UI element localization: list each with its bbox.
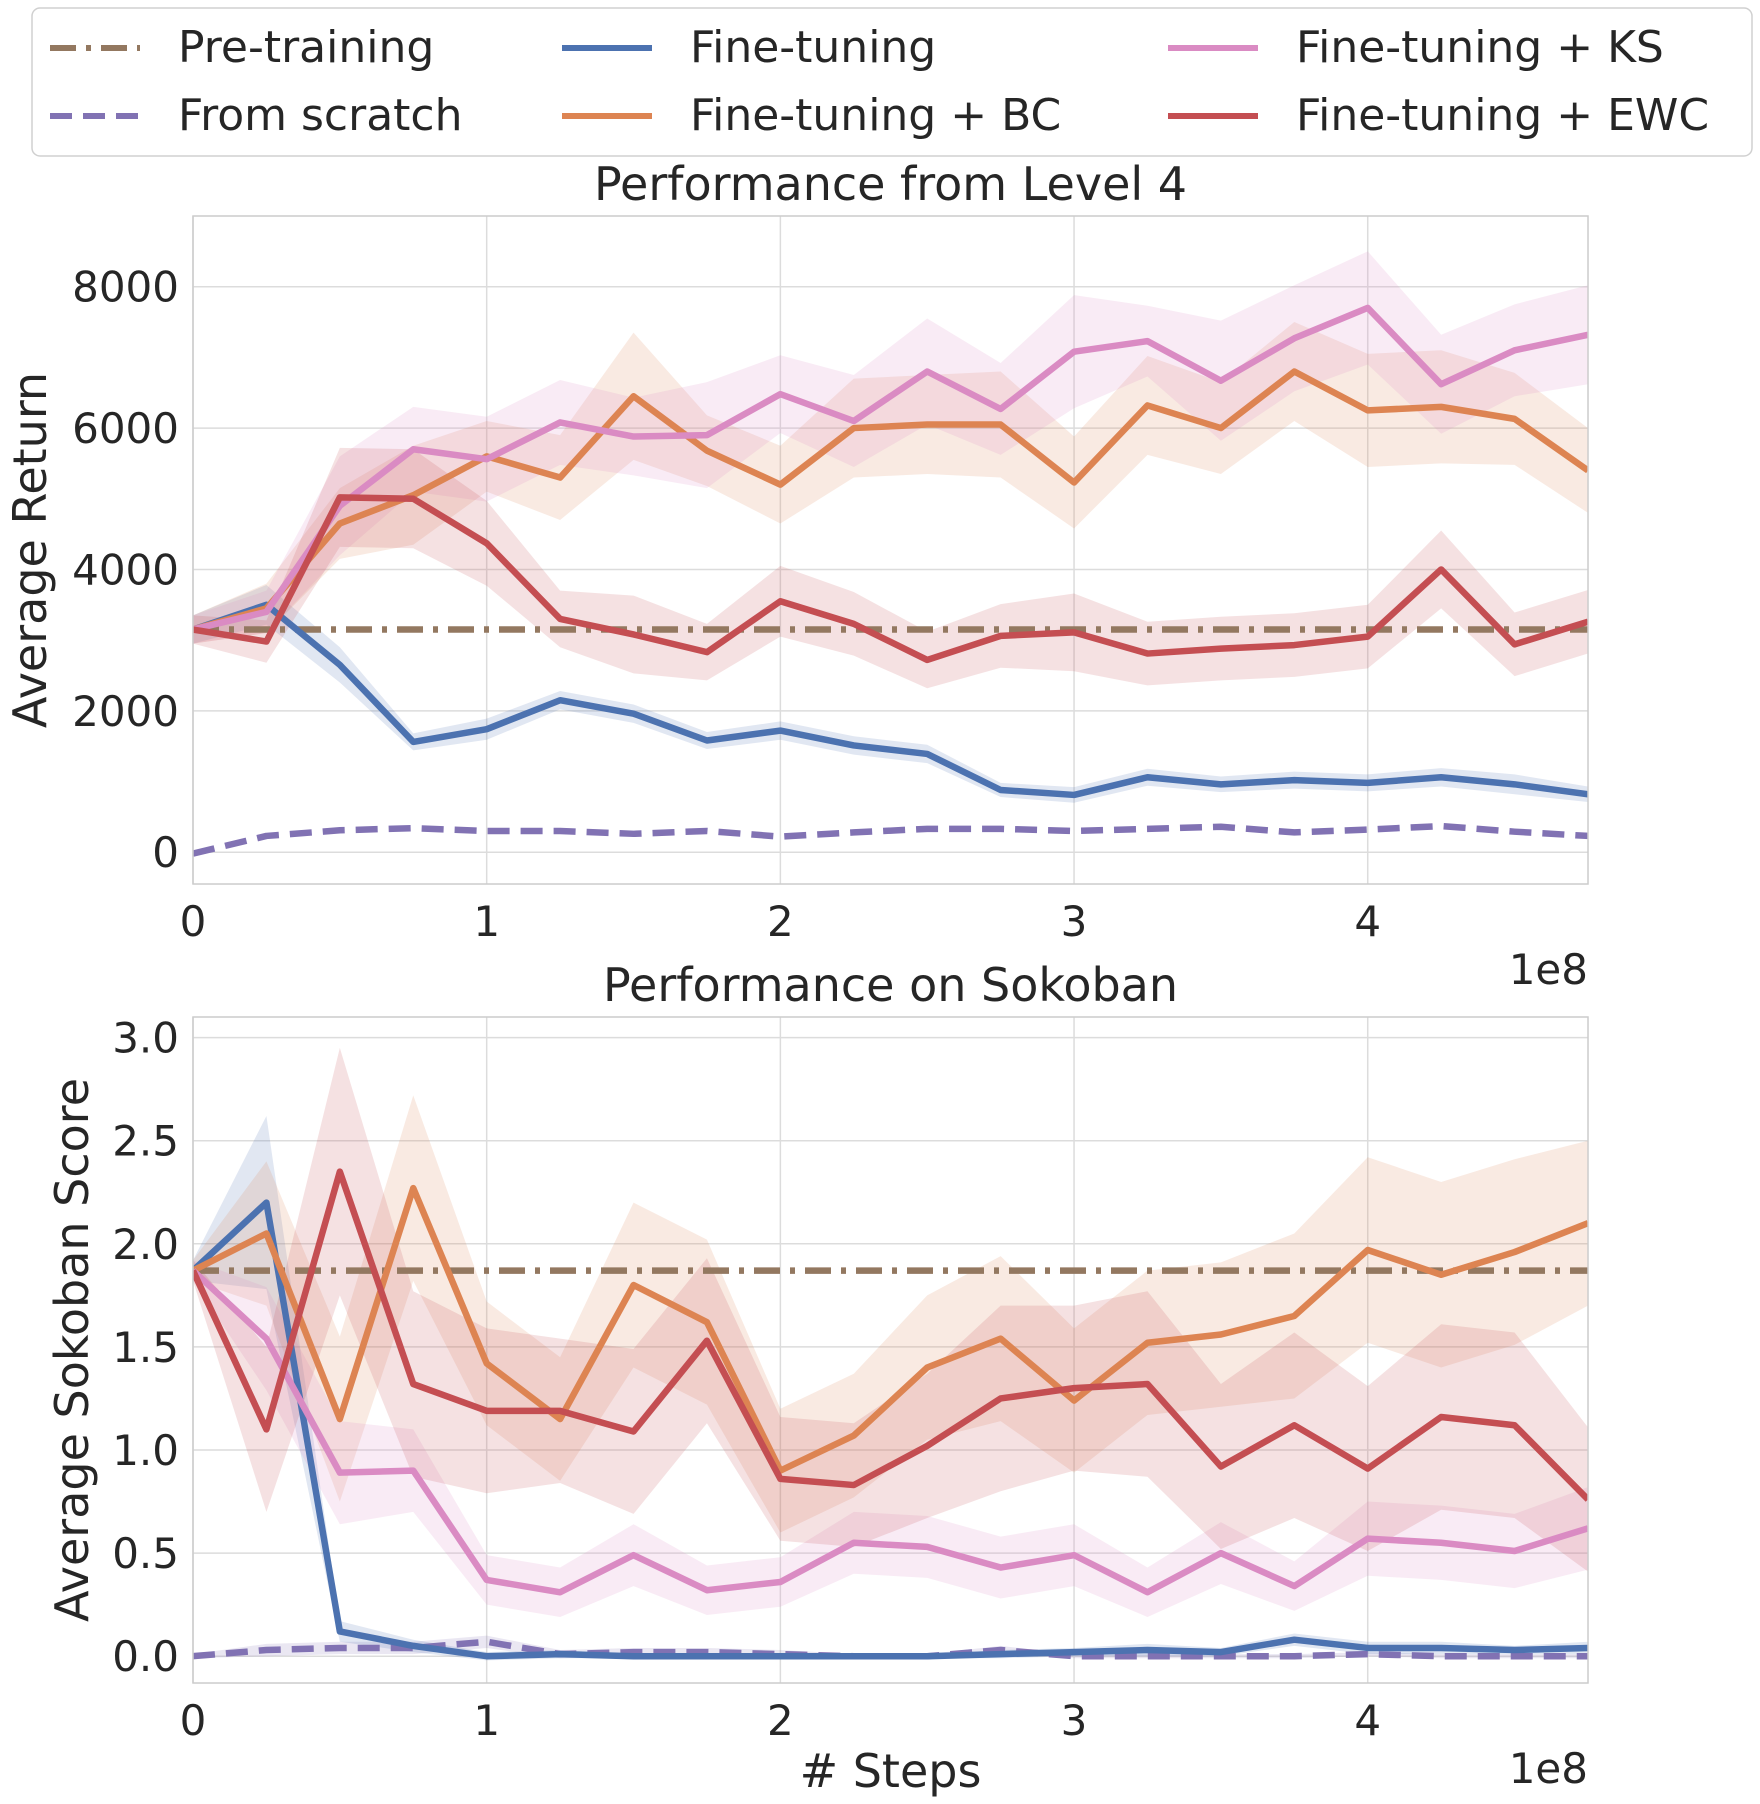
legend-label: Fine-tuning: [690, 22, 936, 73]
chart-title: Performance from Level 4: [594, 157, 1187, 211]
series-line-from-scratch: [193, 822, 1588, 857]
x-tick-label: 1: [473, 1696, 500, 1745]
legend-item-pre-training: Pre-training: [50, 22, 434, 73]
axes-frame: [192, 215, 1589, 885]
y-tick-label: 8000: [72, 263, 179, 312]
series-line-fine-tuning-ks: [193, 1268, 1588, 1596]
legend: Pre-training From scratch Fine-tuning Fine-…: [31, 7, 1753, 157]
panel-sokoban: 0 1 2 3 4 0.0 0.5 1.0 1.5 2.0 2.5 3.0 1e8 Performance…: [45, 958, 1589, 1798]
x-offset-label: 1e8: [1509, 945, 1588, 994]
x-tick-label: 3: [1061, 1696, 1088, 1745]
grid: [192, 1017, 1588, 1683]
band-fine-tuning-bc: [193, 322, 1588, 644]
y-tick-label: 1.5: [112, 1323, 179, 1372]
series-line-fine-tuning-ewc: [193, 1168, 1588, 1502]
y-tick-label: 2.0: [112, 1220, 179, 1269]
x-tick-label: 2: [767, 1696, 794, 1745]
y-tick-label: 0: [152, 828, 179, 877]
legend-frame: [31, 7, 1753, 157]
y-tick-label: 2.5: [112, 1117, 179, 1166]
legend-item-fine-tuning-bc: Fine-tuning + BC: [562, 90, 1061, 141]
series-line-fine-tuning: [193, 1199, 1588, 1660]
series-line-fine-tuning: [193, 601, 1588, 799]
y-tick-label: 4000: [72, 545, 179, 594]
x-axis-label: # Steps: [800, 1744, 982, 1798]
series-line-fine-tuning-ewc: [193, 494, 1588, 664]
x-tick-label: 4: [1354, 897, 1381, 946]
x-tick-label: 0: [180, 897, 207, 946]
series-line-fine-tuning-bc: [193, 1184, 1588, 1474]
y-tick-label: 2000: [72, 687, 179, 736]
legend-item-fine-tuning: Fine-tuning: [562, 22, 936, 73]
legend-label: Pre-training: [178, 22, 434, 73]
x-tick-label: 4: [1354, 1696, 1381, 1745]
x-tick-label: 3: [1061, 897, 1088, 946]
band-fine-tuning-ewc: [193, 447, 1588, 689]
series-line-fine-tuning-ks: [193, 304, 1588, 633]
legend-label: Fine-tuning + EWC: [1296, 90, 1709, 141]
y-tick-label: 3.0: [112, 1014, 179, 1063]
x-offset-label: 1e8: [1509, 1744, 1588, 1793]
legend-item-from-scratch: From scratch: [50, 90, 463, 141]
x-tick-label: 0: [180, 1696, 207, 1745]
y-tick-label: 0.0: [112, 1632, 179, 1681]
legend-label: From scratch: [178, 90, 463, 141]
grid: [192, 216, 1588, 884]
axes-frame: [192, 1016, 1589, 1684]
plot-area: [193, 1047, 1588, 1661]
y-tick-label: 1.0: [112, 1426, 179, 1475]
panel-level4: 0 1 2 3 4 0 2000 4000 6000 8000 1e8 Performance fro…: [3, 157, 1589, 994]
plot-area: [193, 251, 1588, 857]
legend-label: Fine-tuning + KS: [1296, 22, 1664, 73]
y-axis-label: Average Return: [3, 372, 57, 728]
y-axis-label: Average Sokoban Score: [45, 1078, 99, 1622]
y-tick-label: 6000: [72, 404, 179, 453]
legend-item-fine-tuning-ks: Fine-tuning + KS: [1168, 22, 1664, 73]
series-line-fine-tuning-bc: [193, 368, 1588, 633]
legend-label: Fine-tuning + BC: [690, 90, 1061, 141]
band-fine-tuning-bc: [193, 1095, 1588, 1533]
y-tick-label: 0.5: [112, 1529, 179, 1578]
x-tick-label: 2: [767, 897, 794, 946]
x-tick-label: 1: [473, 897, 500, 946]
chart-title: Performance on Sokoban: [603, 958, 1178, 1012]
band-fine-tuning-ewc: [193, 1047, 1588, 1572]
band-fine-tuning-ks: [193, 251, 1588, 644]
legend-item-fine-tuning-ewc: Fine-tuning + EWC: [1168, 90, 1709, 141]
